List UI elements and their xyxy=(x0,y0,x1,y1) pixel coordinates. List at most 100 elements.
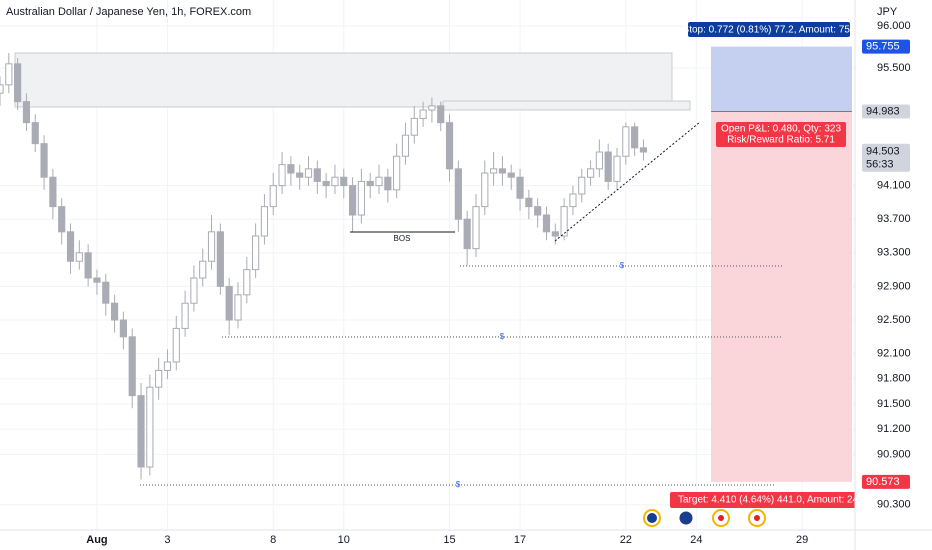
candle-body xyxy=(498,168,507,174)
price-tag: 94.503 xyxy=(866,146,900,158)
y-tick-label: 94.100 xyxy=(877,180,911,192)
candle-body xyxy=(155,369,163,388)
candle-body xyxy=(278,164,286,187)
x-tick-label: 15 xyxy=(443,534,455,546)
y-tick-label: 96.000 xyxy=(877,20,911,32)
y-tick-label: 92.100 xyxy=(877,348,911,360)
candle-body xyxy=(216,231,224,287)
candle-body xyxy=(252,235,260,271)
price-tag-box xyxy=(862,143,910,172)
zone xyxy=(14,52,673,108)
target-label: Target: 4.410 (4.64%) 441.0, Amount: 242… xyxy=(678,495,883,506)
candle-body xyxy=(322,180,330,187)
candle-body xyxy=(111,302,119,321)
candle-body xyxy=(525,197,533,208)
candle-body xyxy=(31,122,39,145)
candle-body xyxy=(437,105,445,124)
rr-label: Risk/Reward Ratio: 5.71 xyxy=(727,135,835,146)
candle-body xyxy=(287,164,295,174)
candle-body xyxy=(622,126,630,157)
y-tick-label: 92.900 xyxy=(877,280,911,292)
x-tick-label: 8 xyxy=(270,534,276,546)
candle-body xyxy=(542,214,551,233)
candle-body xyxy=(445,122,454,170)
candle-body xyxy=(225,285,233,321)
x-tick-label: 29 xyxy=(796,534,808,546)
candle-body xyxy=(128,336,136,397)
candle-body xyxy=(296,172,304,178)
countdown: 56:33 xyxy=(866,159,894,171)
candle-body xyxy=(172,327,180,363)
y-tick-label: 91.800 xyxy=(877,373,911,385)
candle-body xyxy=(304,168,313,178)
candle-body xyxy=(163,361,172,371)
candle-body xyxy=(40,143,48,178)
price-tag-box xyxy=(862,39,910,54)
candle-body xyxy=(393,155,401,191)
position-tool xyxy=(711,46,852,482)
y-tick-label: 93.700 xyxy=(877,213,911,225)
chart-title: Australian Dollar / Japanese Yen, 1h, FO… xyxy=(6,6,251,18)
liquidity-label: $ xyxy=(620,261,625,270)
candle-body xyxy=(5,63,13,86)
candle-body xyxy=(516,176,524,199)
price-tag-box xyxy=(862,474,910,489)
x-tick-label: 3 xyxy=(164,534,170,546)
y-tick-label: 91.500 xyxy=(877,398,911,410)
candle-body xyxy=(260,206,269,237)
stop-box xyxy=(688,22,850,37)
candle-body xyxy=(119,319,127,338)
y-unit: JPY xyxy=(877,6,898,18)
candle-body xyxy=(58,206,66,233)
candle-body xyxy=(234,294,242,321)
candle-body xyxy=(560,206,568,237)
candle-body xyxy=(313,168,321,182)
target-clip: Target: 4.410 (4.64%) 441.0, Amount: 242… xyxy=(670,492,883,508)
x-tick-label: 17 xyxy=(514,534,526,546)
price-tag-box xyxy=(862,104,910,119)
candle-body xyxy=(631,126,639,149)
candle-body xyxy=(366,180,374,187)
liquidity-label: $ xyxy=(500,332,505,341)
liquidity-label: $ xyxy=(456,480,461,489)
target-zone xyxy=(711,111,852,482)
candle-body xyxy=(75,252,83,262)
candle-body xyxy=(331,176,339,187)
candle-body xyxy=(375,176,383,187)
candle-body xyxy=(49,176,57,208)
candle-body xyxy=(463,218,471,250)
candle-body xyxy=(357,180,365,216)
candle-body xyxy=(613,155,621,182)
x-tick-label: Aug xyxy=(86,534,107,546)
candle-body xyxy=(0,84,4,94)
event-icons xyxy=(643,509,766,527)
event-icon xyxy=(678,510,694,526)
x-tick-label: 22 xyxy=(620,534,632,546)
candle-body xyxy=(243,269,251,296)
candle-body xyxy=(639,147,648,153)
candle-body xyxy=(384,176,392,191)
event-icon xyxy=(718,515,724,521)
stop-label: Stop: 0.772 (0.81%) 77.2, Amount: 750 xyxy=(683,25,856,36)
candle-body xyxy=(181,302,189,329)
y-tick-label: 91.200 xyxy=(877,423,911,435)
y-tick-label: 90.900 xyxy=(877,448,911,460)
candle-body xyxy=(481,172,489,208)
zone xyxy=(442,100,691,111)
pnl-box xyxy=(716,122,846,147)
candle-body xyxy=(348,185,357,216)
event-icon xyxy=(647,513,657,523)
price-tag: 90.573 xyxy=(866,476,900,488)
y-tick-label: 93.300 xyxy=(877,247,911,259)
candle-body xyxy=(340,176,348,187)
candle-body xyxy=(14,63,22,103)
candle-body xyxy=(472,206,480,250)
candle-body xyxy=(410,117,418,136)
event-icon xyxy=(754,515,760,521)
candles xyxy=(0,52,648,480)
candle-body xyxy=(66,231,75,262)
y-tick-label: 92.500 xyxy=(877,314,911,326)
price-tag: 95.755 xyxy=(866,41,900,53)
candle-body xyxy=(578,176,586,195)
